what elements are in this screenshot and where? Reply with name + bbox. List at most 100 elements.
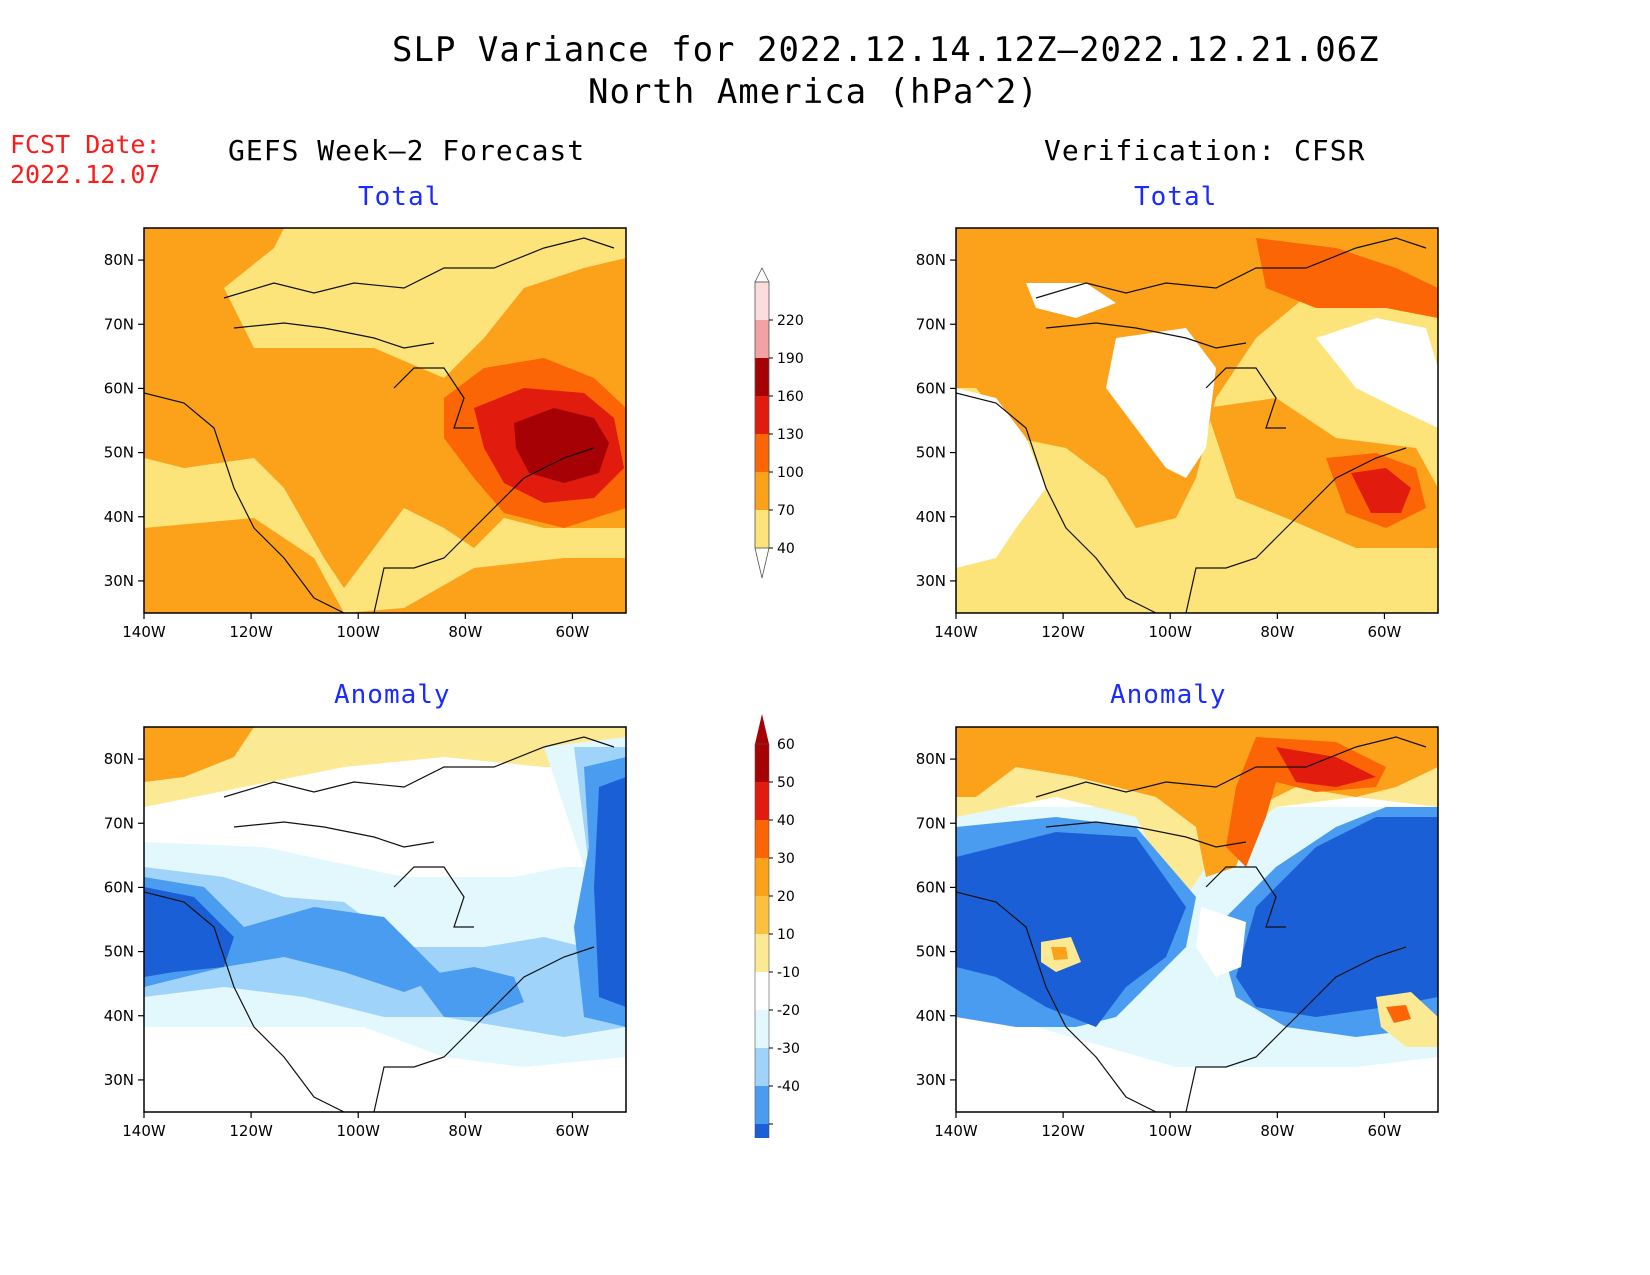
lat-label: 40N: [916, 1007, 946, 1025]
lon-label: 80W: [1260, 1122, 1294, 1140]
colorbar-box: [755, 396, 769, 434]
lon-label: 100W: [336, 623, 380, 641]
map-field: [144, 228, 626, 613]
contour-fill: [1051, 947, 1068, 960]
colorbar-bottom-tip: [754, 547, 770, 579]
lat-label: 60N: [916, 379, 946, 397]
lat-label: 70N: [916, 814, 946, 832]
colorbar-label: 130: [777, 427, 804, 443]
forecast-total-map: 140W 120W 100W 80W 60W 80N 70N 60N 50N 40N 30N: [104, 227, 627, 641]
forecast-anomaly-map: 140W 120W 100W 80W 60W 80N 70N 60N 50N 40N 30N: [104, 726, 627, 1140]
colorbar-box: [755, 896, 769, 934]
lon-label: 80W: [448, 623, 482, 641]
map-frame: [143, 227, 627, 614]
contour-fill: [1026, 283, 1116, 318]
lat-label: 70N: [104, 814, 134, 832]
lat-label: 40N: [104, 508, 134, 526]
contour-fill: [1196, 907, 1246, 977]
colorbar-label: 160: [777, 389, 804, 405]
map-field: [956, 228, 1438, 613]
map-frame: [955, 726, 1439, 1113]
lat-label: 60N: [104, 878, 134, 896]
coastline: [144, 237, 615, 613]
colorbar-box: [755, 282, 769, 320]
main-title-line1: SLP Variance for 2022.12.14.12Z—2022.12.…: [392, 30, 1380, 70]
map-field: [144, 727, 626, 1112]
forecast-column-title: GEFS Week—2 Forecast: [228, 134, 586, 167]
coastline: [956, 237, 1427, 613]
colorbar-label: 20: [777, 889, 795, 905]
lat-label: 50N: [104, 943, 134, 961]
colorbar-box: [755, 320, 769, 358]
lat-label: 60N: [916, 878, 946, 896]
verification-total-map: 140W 120W 100W 80W 60W 80N 70N 60N 50N 40N 30N: [916, 227, 1439, 641]
colorbar-box: [755, 858, 769, 896]
colorbar-top-arrow: [755, 714, 769, 744]
coastline: [956, 736, 1427, 1112]
lat-label: 80N: [104, 251, 134, 269]
lat-label: 30N: [104, 1071, 134, 1089]
verification-total-title: Total: [1134, 182, 1218, 212]
lon-label: 100W: [336, 1122, 380, 1140]
contour-fill: [144, 887, 234, 977]
coastline: [144, 736, 615, 1112]
colorbar-box: [755, 1010, 769, 1048]
lat-label: 40N: [916, 508, 946, 526]
contour-fill: [594, 777, 626, 1007]
colorbar-label: -20: [777, 1003, 800, 1019]
total-colorbar: 220 190 160 130 100 70 40: [754, 267, 804, 579]
colorbar-box: [755, 434, 769, 472]
colorbar-top-tip: [754, 267, 770, 283]
colorbar-label: 40: [777, 541, 795, 557]
contour-fill: [1276, 747, 1376, 787]
lon-label: 140W: [934, 1122, 978, 1140]
map-frame: [955, 227, 1439, 614]
colorbar-box: [755, 358, 769, 396]
colorbar-box: [755, 934, 769, 972]
anomaly-colorbar: 60 50 40 30 20 10 -10 -20 -30 -40: [754, 714, 800, 1138]
colorbar-box: [755, 782, 769, 820]
lon-label: 100W: [1148, 623, 1192, 641]
colorbar-box: [755, 972, 769, 1010]
map-field: [956, 727, 1438, 1112]
lon-label: 140W: [934, 623, 978, 641]
contour-fill: [1106, 328, 1216, 478]
contour-fill: [1386, 1005, 1411, 1023]
colorbar-box: [755, 820, 769, 858]
contour-fill: [1351, 468, 1411, 513]
contour-fill: [144, 727, 626, 807]
lon-label: 120W: [1041, 1122, 1085, 1140]
verification-anomaly-map: 140W 120W 100W 80W 60W 80N 70N 60N 50N 40N 30N: [916, 726, 1439, 1140]
main-title-line2: North America (hPa^2): [588, 72, 1039, 112]
colorbar-label: 220: [777, 313, 804, 329]
contour-fill: [956, 388, 1046, 568]
lat-label: 50N: [104, 444, 134, 462]
colorbar-box: [755, 1048, 769, 1086]
colorbar-label: -40: [777, 1079, 800, 1095]
lon-label: 60W: [555, 1122, 589, 1140]
lon-label: 140W: [122, 623, 166, 641]
fcst-date-value: 2022.12.07: [10, 160, 161, 189]
contour-fill: [514, 408, 609, 483]
lat-label: 80N: [104, 750, 134, 768]
colorbar-label: 50: [777, 775, 795, 791]
colorbar-box: [755, 744, 769, 782]
lat-label: 60N: [104, 379, 134, 397]
lon-label: 60W: [1367, 1122, 1401, 1140]
lon-label: 120W: [229, 623, 273, 641]
lat-label: 50N: [916, 943, 946, 961]
contour-fill: [144, 727, 254, 782]
contour-fill: [1256, 238, 1438, 318]
contour-fill: [1316, 318, 1438, 428]
colorbar-label: -10: [777, 965, 800, 981]
lon-label: 60W: [555, 623, 589, 641]
forecast-anomaly-title: Anomaly: [334, 680, 451, 710]
colorbar-frame: [754, 743, 770, 1138]
colorbar-label: 60: [777, 737, 795, 753]
verification-column-title: Verification: CFSR: [1044, 134, 1366, 167]
verification-anomaly-title: Anomaly: [1110, 680, 1227, 710]
lat-label: 30N: [916, 572, 946, 590]
lon-label: 80W: [1260, 623, 1294, 641]
lat-label: 30N: [104, 572, 134, 590]
colorbar-label: 10: [777, 927, 795, 943]
